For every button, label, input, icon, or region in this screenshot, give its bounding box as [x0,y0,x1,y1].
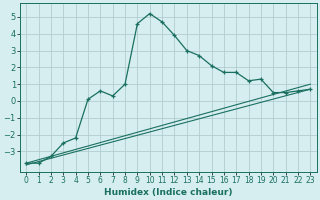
X-axis label: Humidex (Indice chaleur): Humidex (Indice chaleur) [104,188,233,197]
